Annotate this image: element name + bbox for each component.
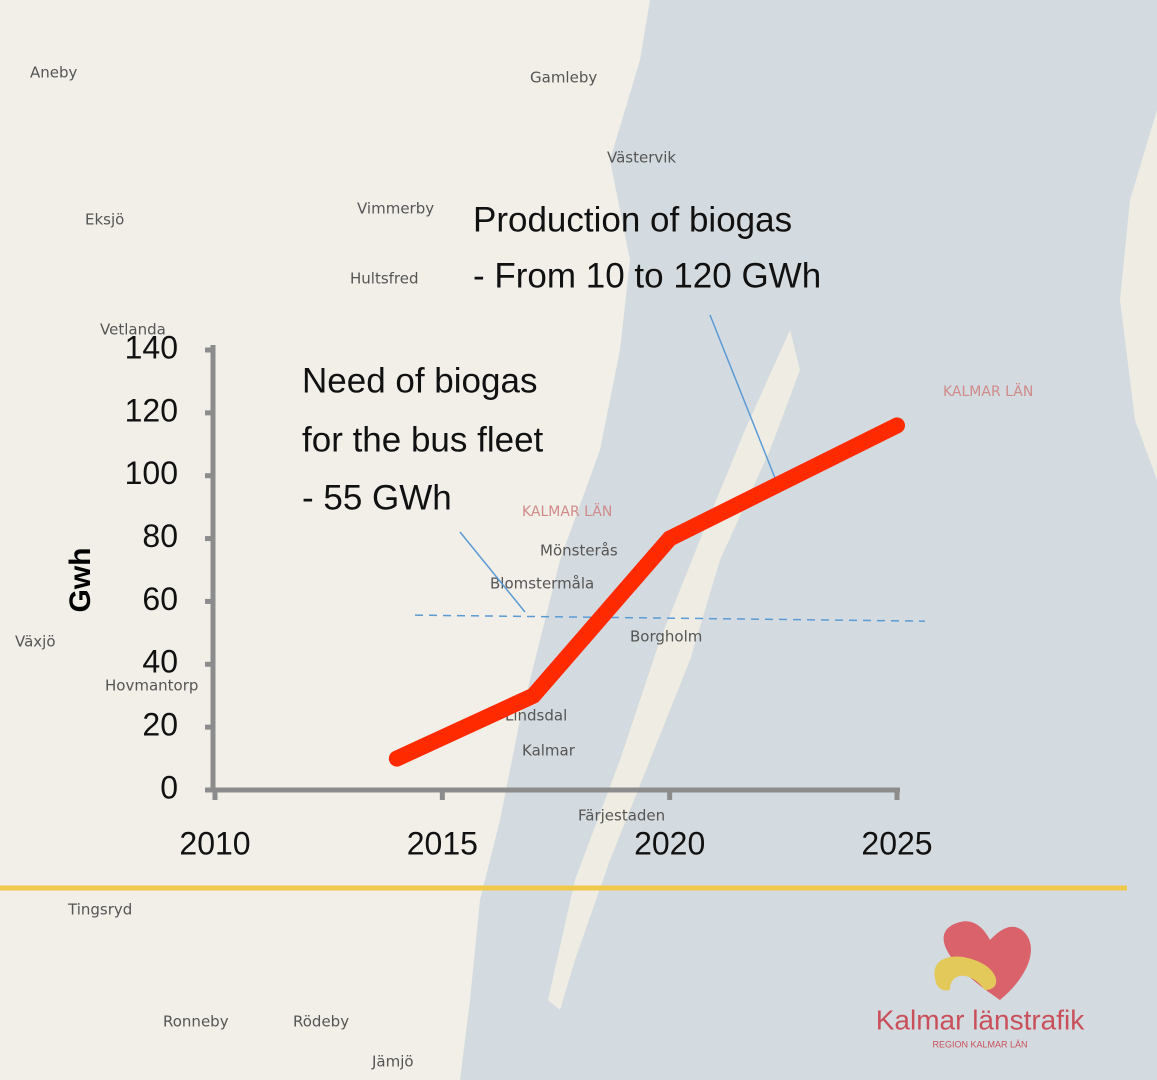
map-label: Borgholm bbox=[630, 628, 702, 646]
map-label: Eksjö bbox=[85, 211, 124, 229]
y-tick-label: 80 bbox=[142, 518, 178, 554]
arrow bbox=[709, 314, 776, 479]
y-tick-label: 60 bbox=[142, 581, 178, 617]
x-tick-label: 2020 bbox=[634, 825, 705, 861]
x-tick-label: 2025 bbox=[861, 825, 932, 861]
map-label: Vetlanda bbox=[100, 321, 166, 339]
y-tick-label: 20 bbox=[142, 707, 178, 743]
x-tick-label: 2015 bbox=[407, 825, 478, 861]
logo-heart bbox=[943, 921, 1031, 1000]
annotation: Need of biogas bbox=[302, 361, 537, 400]
map-label: Lindsdal bbox=[505, 707, 567, 725]
map-label: KALMAR LÄN bbox=[522, 502, 612, 520]
map-label: Rödeby bbox=[293, 1013, 349, 1031]
map-label: Kalmar bbox=[522, 742, 576, 760]
data-line bbox=[388, 417, 905, 767]
annotation: Production of biogas bbox=[473, 200, 792, 239]
gotland bbox=[1120, 110, 1157, 480]
y-tick-label: 120 bbox=[125, 392, 178, 428]
annotation: - From 10 to 120 GWh bbox=[473, 256, 821, 295]
map-label: Aneby bbox=[30, 64, 78, 82]
mainland bbox=[0, 0, 650, 1080]
map-label: Västervik bbox=[607, 149, 676, 167]
map-labels: Aneby Gamleby Västervik Eksjö Vimmerby Hultsf… bbox=[15, 64, 1033, 1071]
annotation: for the bus fleet bbox=[302, 420, 544, 459]
map-label: Gamleby bbox=[530, 69, 597, 87]
logo: Kalmar länstrafik REGION KALMAR LÄN bbox=[876, 921, 1086, 1049]
arrow bbox=[459, 531, 526, 613]
map-label: Hovmantorp bbox=[105, 677, 198, 695]
map-label: Vimmerby bbox=[357, 200, 434, 218]
annotation: - 55 GWh bbox=[302, 478, 452, 517]
map-label: Tingsryd bbox=[67, 901, 132, 919]
map-label: Jämjö bbox=[371, 1053, 414, 1071]
logo-subtitle: REGION KALMAR LÄN bbox=[932, 1039, 1027, 1049]
logo-name: Kalmar länstrafik bbox=[876, 1004, 1086, 1035]
map-label: Hultsfred bbox=[350, 270, 419, 288]
map-label: Mönsterås bbox=[540, 542, 618, 560]
logo-heart bbox=[934, 956, 997, 991]
y-axis-label: Gwh bbox=[64, 548, 97, 613]
map-label: Växjö bbox=[15, 633, 56, 651]
y-tick-label: 100 bbox=[125, 455, 178, 491]
map-label: Blomstermåla bbox=[490, 575, 594, 593]
map-label: Färjestaden bbox=[578, 807, 665, 825]
x-tick-label: 2010 bbox=[179, 825, 250, 861]
y-tick-label: 140 bbox=[125, 329, 178, 365]
reference-line bbox=[414, 614, 926, 622]
map-label: Ronneby bbox=[163, 1013, 229, 1031]
y-tick-label: 0 bbox=[160, 769, 178, 805]
map-label: KALMAR LÄN bbox=[943, 382, 1033, 400]
y-tick-label: 40 bbox=[142, 644, 178, 680]
